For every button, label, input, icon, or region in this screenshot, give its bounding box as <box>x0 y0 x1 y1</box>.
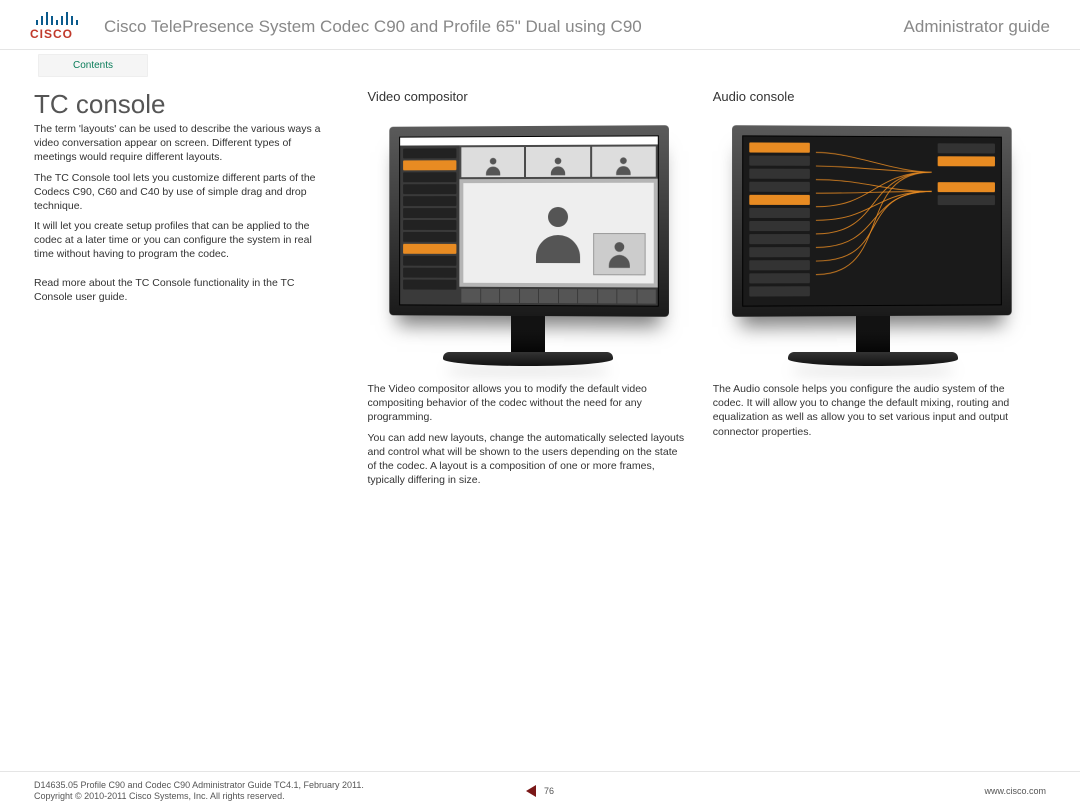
page-footer: D14635.05 Profile C90 and Codec C90 Admi… <box>0 771 1080 811</box>
audio-console-figure <box>713 126 1034 366</box>
intro-paragraph-1: The term 'layouts' can be used to descri… <box>34 122 326 165</box>
document-title: Cisco TelePresence System Codec C90 and … <box>104 17 904 37</box>
document-subtitle: Administrator guide <box>904 17 1050 37</box>
video-paragraph-1: The Video compositor allows you to modif… <box>368 382 689 425</box>
column-video: Video compositor <box>356 89 701 493</box>
video-paragraph-2: You can add new layouts, change the auto… <box>368 431 689 488</box>
column-audio: Audio console <box>701 89 1046 493</box>
footer-docref: D14635.05 Profile C90 and Codec C90 Admi… <box>34 780 526 792</box>
audio-paragraph-1: The Audio console helps you configure th… <box>713 382 1034 439</box>
intro-paragraph-3: It will let you create setup profiles th… <box>34 219 326 262</box>
video-heading: Video compositor <box>368 89 689 104</box>
intro-paragraph-2: The TC Console tool lets you customize d… <box>34 171 326 214</box>
section-title: TC console <box>34 89 326 120</box>
video-compositor-figure <box>368 126 689 366</box>
contents-tab[interactable]: Contents <box>38 54 148 77</box>
cisco-logo: CISCO <box>30 12 84 41</box>
intro-paragraph-4: Read more about the TC Console functiona… <box>34 276 326 304</box>
column-intro: TC console The term 'layouts' can be use… <box>34 89 356 493</box>
footer-url: www.cisco.com <box>554 786 1046 796</box>
page-number: 76 <box>544 786 554 796</box>
page-header: CISCO Cisco TelePresence System Codec C9… <box>0 0 1080 50</box>
footer-copyright: Copyright © 2010-2011 Cisco Systems, Inc… <box>34 791 526 803</box>
cisco-wordmark: CISCO <box>30 27 84 41</box>
audio-heading: Audio console <box>713 89 1034 104</box>
main-content: TC console The term 'layouts' can be use… <box>0 77 1080 493</box>
prev-page-arrow-icon[interactable] <box>526 785 536 797</box>
